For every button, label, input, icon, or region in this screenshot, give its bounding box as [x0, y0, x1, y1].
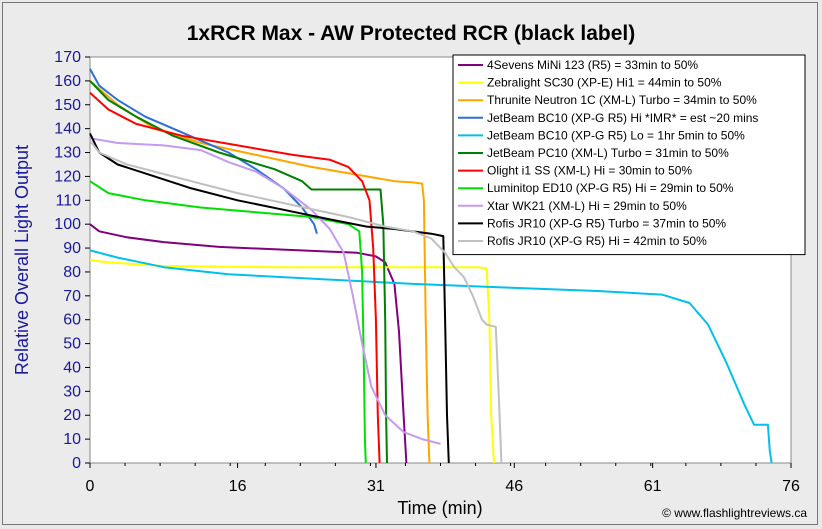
legend-box	[452, 54, 806, 256]
chart-title: 1xRCR Max - AW Protected RCR (black labe…	[187, 22, 636, 45]
legend-item: JetBeam BC10 (XP-G R5) Hi *IMR* = est ~2…	[487, 111, 758, 125]
series-line-4	[89, 249, 773, 464]
x-tick-label: 31	[367, 478, 385, 495]
y-tick-label: 60	[63, 312, 81, 329]
legend-item: Rofis JR10 (XP-G R5) Turbo = 37min to 50…	[487, 216, 726, 230]
x-tick-label: 16	[229, 478, 247, 495]
y-tick-label: 40	[63, 359, 81, 376]
y-tick-label: 110	[55, 192, 81, 209]
legend-item: JetBeam PC10 (XM-L) Turbo = 31min to 50%	[487, 146, 729, 160]
legend-item: JetBeam BC10 (XP-G R5) Lo = 1hr 5min to …	[487, 128, 745, 142]
x-axis: 0 16 31 46 61 76	[86, 463, 800, 495]
series-line-7	[89, 180, 367, 464]
legend: 4Sevens MiNi 123 (R5) = 33min to 50% Zebr…	[452, 54, 806, 256]
x-tick-label: 76	[782, 478, 800, 495]
legend-item: Olight i1 SS (XM-L) Hi = 30min to 50%	[487, 164, 692, 178]
legend-item: Rofis JR10 (XP-G R5) Hi = 42min to 50%	[487, 234, 707, 248]
y-tick-label: 10	[63, 431, 81, 448]
y-tick-label: 0	[72, 455, 81, 472]
legend-item: Zebralight SC30 (XP-E) Hi1 = 44min to 50…	[487, 76, 722, 90]
y-tick-label: 70	[63, 288, 81, 305]
series-line-6	[89, 92, 381, 464]
x-axis-label: Time (min)	[397, 498, 482, 518]
legend-item: Luminitop ED10 (XP-G R5) Hi = 29min to 5…	[487, 181, 734, 195]
credit-text: © www.flashlightreviews.ca	[662, 506, 807, 520]
legend-item: Xtar WK21 (XM-L) Hi = 29min to 50%	[487, 199, 687, 213]
series-line-5	[89, 80, 388, 464]
y-tick-label: 140	[54, 121, 81, 138]
legend-item: 4Sevens MiNi 123 (R5) = 33min to 50%	[487, 58, 698, 72]
y-axis-label: Relative Overall Light Output	[12, 145, 32, 375]
series-line-1	[89, 259, 495, 464]
y-tick-label: 150	[54, 97, 81, 114]
y-tick-label: 50	[63, 336, 81, 353]
x-tick-label: 61	[644, 478, 662, 495]
x-tick-label: 0	[86, 478, 95, 495]
y-tick-label: 100	[54, 216, 81, 233]
y-tick-label: 120	[54, 168, 81, 185]
series-line-3	[89, 68, 318, 234]
x-tick-label: 46	[505, 478, 523, 495]
series-line-10	[89, 139, 503, 464]
y-tick-label: 90	[63, 240, 81, 257]
y-tick-label: 170	[54, 49, 81, 66]
y-tick-label: 160	[54, 73, 81, 90]
series-line-9	[89, 132, 450, 464]
y-tick-label: 130	[54, 145, 81, 162]
series-lines	[89, 68, 773, 464]
legend-item: Thrunite Neutron 1C (XM-L) Turbo = 34min…	[487, 93, 757, 107]
y-axis: 0 10 20 30 40 50 60 70 80 90 100 110 120 130 140 150 160…	[54, 49, 90, 472]
y-tick-label: 30	[63, 383, 81, 400]
y-tick-label: 20	[63, 407, 81, 424]
series-line-8	[89, 137, 441, 445]
y-tick-label: 80	[63, 264, 81, 281]
